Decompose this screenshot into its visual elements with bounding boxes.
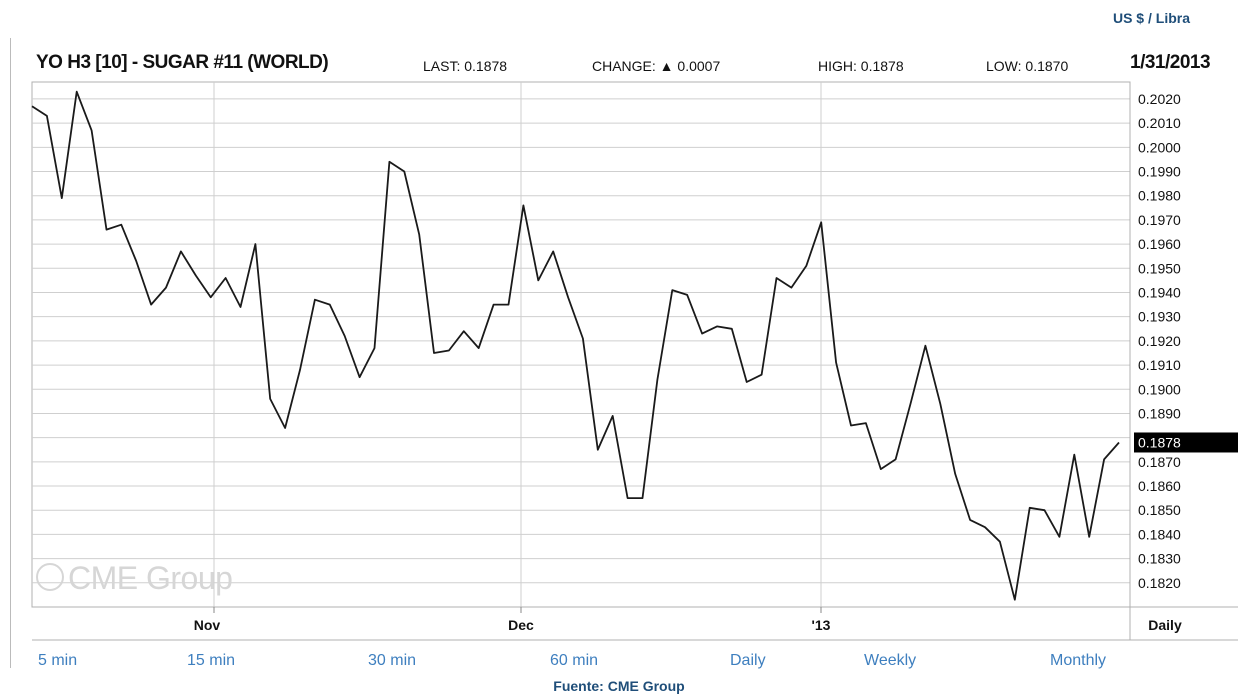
y-tick-label: 0.1960 — [1138, 236, 1181, 252]
y-tick-label: 0.1850 — [1138, 502, 1181, 518]
y-tick-label: 0.1860 — [1138, 478, 1181, 494]
y-tick-label: 0.1870 — [1138, 454, 1181, 470]
y-tick-label: 0.1830 — [1138, 551, 1181, 567]
left-border-line — [10, 38, 11, 668]
x-tick-label: Dec — [508, 617, 534, 633]
x-tick-label: Nov — [194, 617, 221, 633]
y-tick-label: 0.1930 — [1138, 309, 1181, 325]
link-monthly[interactable]: Monthly — [1050, 652, 1107, 669]
low-price: LOW: 0.1870 — [986, 58, 1069, 74]
plot-frame — [31, 81, 1131, 608]
link-5-min[interactable]: 5 min — [38, 652, 78, 669]
y-tick-label: 0.1940 — [1138, 284, 1181, 300]
chart-date: 1/31/2013 — [1130, 52, 1211, 73]
y-tick-label: 0.2020 — [1138, 91, 1181, 107]
price-change: CHANGE: ▲ 0.0007 — [592, 58, 721, 74]
x-tick-label: Daily — [1148, 617, 1182, 633]
y-tick-label: 0.2010 — [1138, 115, 1181, 131]
link-daily[interactable]: Daily — [730, 652, 766, 669]
source-note: Fuente: CME Group — [553, 678, 685, 694]
y-tick-label: 0.2000 — [1138, 139, 1181, 155]
y-tick-label: 0.1920 — [1138, 333, 1181, 349]
y-tick-label: 0.1900 — [1138, 381, 1181, 397]
last-value-label: 0.1878 — [1138, 434, 1181, 450]
last-value-box — [1134, 432, 1238, 453]
y-tick-label: 0.1950 — [1138, 260, 1181, 276]
y-tick-label: 0.1910 — [1138, 357, 1181, 373]
cme-watermark: CME Group — [36, 560, 233, 597]
y-tick-label: 0.1840 — [1138, 526, 1181, 542]
link-30-min[interactable]: 30 min — [368, 652, 417, 669]
price-series-line — [31, 90, 1120, 601]
y-tick-label: 0.1970 — [1138, 212, 1181, 228]
cme-globe-icon — [36, 563, 64, 591]
link-60-min[interactable]: 60 min — [550, 652, 599, 669]
price-chart: 0.2020 0.2010 0.2000 0.1990 0.1980 0.1970 0.19… — [31, 81, 1238, 641]
link-weekly[interactable]: Weekly — [864, 652, 917, 669]
y-tick-label: 0.1990 — [1138, 164, 1181, 180]
chart-title: YO H3 [10] - SUGAR #11 (WORLD) — [36, 52, 329, 73]
y-tick-label: 0.1820 — [1138, 575, 1181, 591]
link-15-min[interactable]: 15 min — [187, 652, 236, 669]
interval-links: 5 min 15 min 30 min 60 min Daily Weekly … — [0, 652, 1238, 676]
last-price: LAST: 0.1878 — [423, 58, 508, 74]
x-tick-label: '13 — [812, 617, 831, 633]
watermark-text: CME Group — [68, 560, 233, 596]
high-price: HIGH: 0.1878 — [818, 58, 904, 74]
y-tick-label: 0.1980 — [1138, 188, 1181, 204]
unit-label: US $ / Libra — [1112, 10, 1190, 26]
y-tick-label: 0.1890 — [1138, 405, 1181, 421]
